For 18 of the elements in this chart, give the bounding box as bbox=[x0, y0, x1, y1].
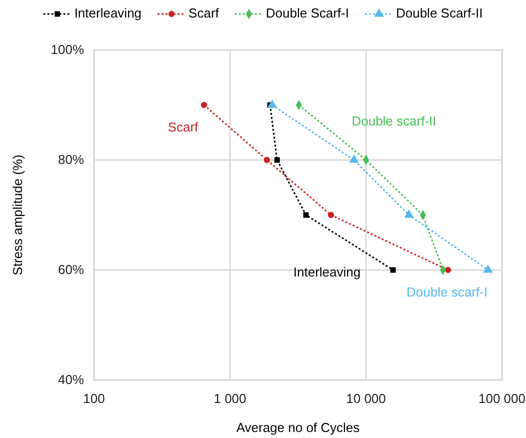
legend-label: Double Scarf-I bbox=[266, 5, 349, 20]
x-tick-label: 100 000 bbox=[478, 391, 526, 406]
legend-label: Scarf bbox=[188, 5, 220, 20]
x-tick-label: 1 000 bbox=[214, 391, 246, 406]
legend-label: Double Scarf-II bbox=[396, 5, 483, 20]
y-tick-label: 100% bbox=[50, 42, 84, 58]
x-axis-title: Average no of Cycles bbox=[236, 420, 360, 435]
x-tick-label: 10 000 bbox=[346, 391, 386, 406]
annotation: Scarf bbox=[168, 119, 199, 134]
annotation: Interleaving bbox=[293, 264, 361, 280]
annotation: Double scarf-I bbox=[406, 284, 488, 300]
y-tick-label: 80% bbox=[58, 152, 84, 168]
annotation: Double scarf-II bbox=[352, 113, 436, 128]
x-tick-label: 100 bbox=[83, 391, 105, 406]
y-axis-title: Stress amplitude (%) bbox=[10, 154, 25, 276]
y-tick-label: 40% bbox=[58, 372, 84, 388]
y-tick-label: 60% bbox=[58, 262, 84, 278]
legend-label: Interleaving bbox=[74, 5, 142, 20]
